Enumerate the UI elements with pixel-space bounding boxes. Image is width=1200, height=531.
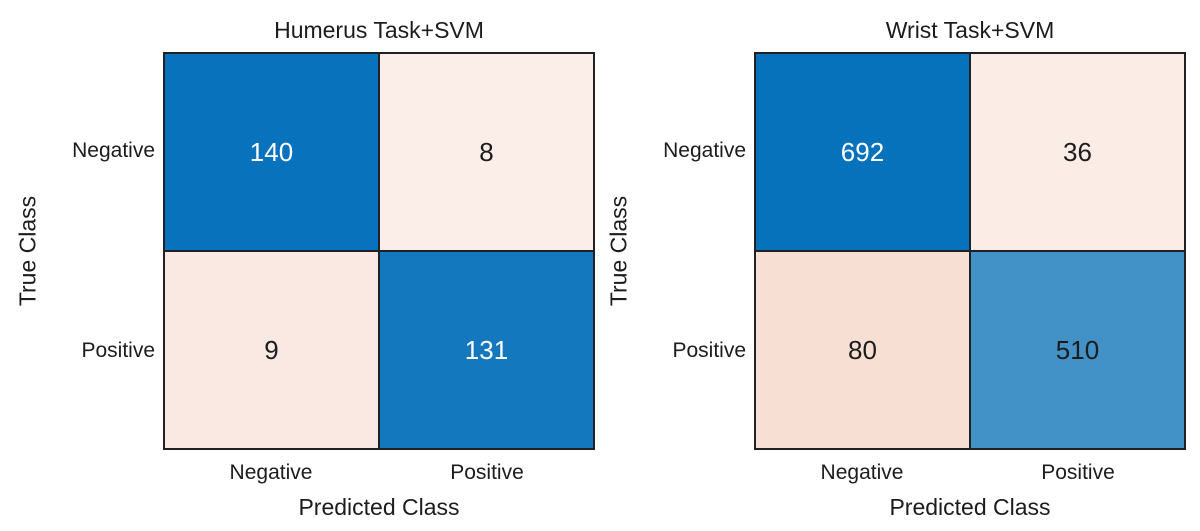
cell-value: 8	[479, 136, 494, 167]
confusion-chart-wrist: Wrist Task+SVM True Class Negative Posit…	[591, 0, 1200, 531]
cell-true-positive-pred-negative: 80	[756, 252, 969, 448]
y-axis-label: True Class	[14, 195, 41, 307]
x-axis-label: Predicted Class	[298, 494, 460, 520]
x-tick-negative: Negative	[820, 461, 904, 484]
cell-true-negative-pred-negative: 692	[756, 54, 969, 250]
cell-value: 36	[1063, 136, 1092, 167]
cell-value: 510	[1055, 334, 1100, 365]
x-tick-positive: Positive	[1041, 461, 1115, 484]
cell-true-negative-pred-negative: 140	[165, 54, 378, 250]
y-axis-label: True Class	[605, 195, 632, 307]
cell-true-negative-pred-positive: 8	[380, 54, 593, 250]
confusion-chart-humerus: Humerus Task+SVM True Class Negative Pos…	[14, 17, 595, 520]
x-tick-positive: Positive	[450, 461, 524, 484]
y-tick-negative: Negative	[663, 139, 746, 162]
cell-true-positive-pred-negative: 9	[165, 252, 378, 448]
cell-value: 140	[249, 136, 294, 167]
cell-value: 131	[464, 334, 509, 365]
y-tick-negative: Negative	[72, 139, 155, 162]
x-axis-label: Predicted Class	[889, 494, 1051, 520]
chart-title: Wrist Task+SVM	[885, 17, 1055, 43]
cell-true-positive-pred-positive: 510	[971, 252, 1184, 448]
y-tick-positive: Positive	[672, 339, 746, 362]
cell-value: 80	[848, 334, 877, 365]
y-tick-positive: Positive	[81, 339, 155, 362]
cell-true-negative-pred-positive: 36	[971, 54, 1184, 250]
matrix-grid: 140 8 9 131	[163, 52, 595, 450]
cell-true-positive-pred-positive: 131	[380, 252, 593, 448]
chart-title: Humerus Task+SVM	[274, 17, 484, 43]
x-tick-negative: Negative	[229, 461, 313, 484]
cell-value: 9	[264, 334, 279, 365]
cell-value: 692	[840, 136, 885, 167]
matrix-grid: 692 36 80 510	[754, 52, 1186, 450]
